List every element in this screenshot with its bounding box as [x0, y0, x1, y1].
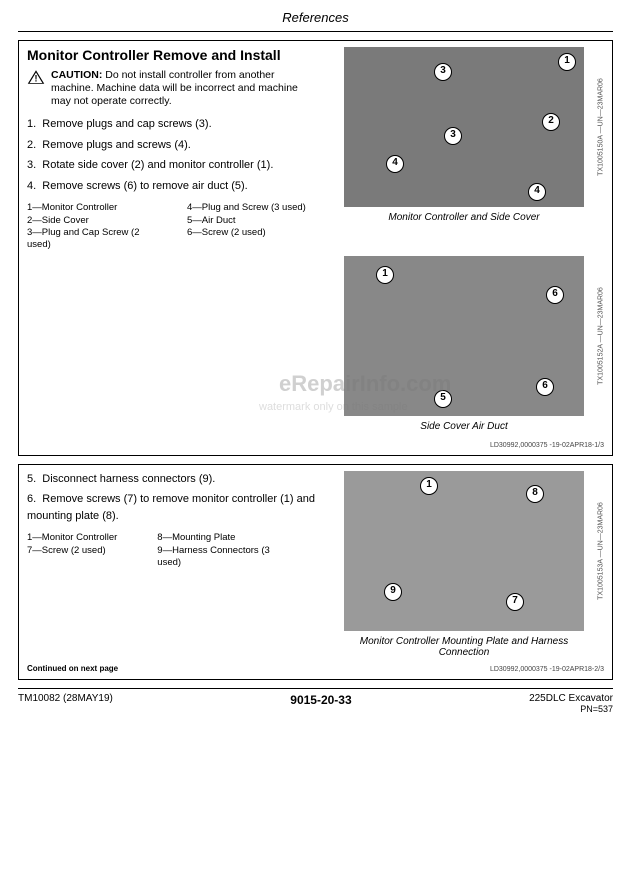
legend-item: 6—Screw (2 used): [187, 227, 306, 239]
legend-item: 7—Screw (2 used): [27, 545, 117, 557]
legend-item: 1—Monitor Controller: [27, 202, 147, 214]
callout-4a: 4: [386, 155, 404, 173]
footer-right-line2: PN=537: [529, 704, 613, 714]
footer-center: 9015-20-33: [290, 693, 351, 707]
caution-label: CAUTION:: [51, 69, 102, 81]
step-5-text: Disconnect harness connectors (9).: [42, 473, 215, 485]
step-4-text: Remove screws (6) to remove air duct (5)…: [42, 180, 247, 192]
legend-item: 4—Plug and Screw (3 used): [187, 202, 306, 214]
legend-1-col1: 1—Monitor Controller 2—Side Cover 3—Plug…: [27, 202, 147, 251]
step-6-text: Remove screws (7) to remove monitor cont…: [27, 493, 315, 522]
section-2-ref: LD30992,0000375 -19-02APR18-2/3: [490, 666, 604, 673]
step-2: 2. Remove plugs and screws (4).: [27, 137, 317, 154]
figure-1-side-label: TX1005150A —UN—23MAR06: [598, 78, 605, 176]
step-3: 3. Rotate side cover (2) and monitor con…: [27, 157, 317, 174]
legend-2-col1: 1—Monitor Controller 7—Screw (2 used): [27, 532, 117, 569]
legend-1: 1—Monitor Controller 2—Side Cover 3—Plug…: [27, 202, 327, 251]
warning-triangle-icon: !: [27, 69, 45, 85]
header-title: References: [282, 10, 348, 25]
figure-3-caption: Monitor Controller Mounting Plate and Ha…: [344, 636, 584, 658]
callout-1: 1: [558, 53, 576, 71]
footer-right-line1: 225DLC Excavator: [529, 693, 613, 704]
section-1-ref: LD30992,0000375 -19-02APR18-1/3: [27, 442, 604, 449]
callout-s2-1: 1: [420, 477, 438, 495]
figure-3: 1 7 8 9 TX1005153A —UN—23MAR06 Monitor C…: [344, 471, 604, 658]
callout-3b: 3: [444, 127, 462, 145]
section-1: 1 2 3 3 4 4 TX1005150A —UN—23MAR06 Monit…: [18, 40, 613, 456]
legend-item: 2—Side Cover: [27, 215, 147, 227]
callout-3a: 3: [434, 63, 452, 81]
steps-list-1: 1. Remove plugs and cap screws (3). 2. R…: [27, 116, 317, 194]
callout-1b: 1: [376, 266, 394, 284]
legend-2-col2: 8—Mounting Plate 9—Harness Connectors (3…: [157, 532, 277, 569]
callout-s2-9: 9: [384, 583, 402, 601]
figure-3-image: 1 7 8 9 TX1005153A —UN—23MAR06: [344, 471, 584, 631]
figure-1: 1 2 3 3 4 4 TX1005150A —UN—23MAR06 Monit…: [344, 47, 604, 223]
step-2-text: Remove plugs and screws (4).: [42, 139, 191, 151]
legend-item: 5—Air Duct: [187, 215, 306, 227]
legend-item: 3—Plug and Cap Screw (2 used): [27, 227, 147, 252]
legend-item: 8—Mounting Plate: [157, 532, 277, 544]
page: References 1 2 3 3 4 4 TX1005150A —UN—23…: [0, 0, 631, 722]
callout-4b: 4: [528, 183, 546, 201]
caution-block: ! CAUTION: Do not install controller fro…: [27, 69, 317, 108]
callout-2: 2: [542, 113, 560, 131]
figure-2-caption: Side Cover Air Duct: [344, 421, 584, 432]
legend-item: 9—Harness Connectors (3 used): [157, 545, 277, 570]
figure-1-caption: Monitor Controller and Side Cover: [344, 212, 584, 223]
figure-2: 1 5 6 6 TX1005152A —UN—23MAR06 Side Cove…: [344, 256, 604, 432]
svg-text:!: !: [35, 74, 38, 84]
callout-5: 5: [434, 390, 452, 408]
figure-2-image: 1 5 6 6 TX1005152A —UN—23MAR06: [344, 256, 584, 416]
figure-3-side-label: TX1005153A —UN—23MAR06: [598, 502, 605, 600]
section-2: 1 7 8 9 TX1005153A —UN—23MAR06 Monitor C…: [18, 464, 613, 680]
callout-6b: 6: [536, 378, 554, 396]
continued-label: Continued on next page: [27, 664, 118, 673]
step-3-text: Rotate side cover (2) and monitor contro…: [42, 159, 273, 171]
callout-s2-8: 8: [526, 485, 544, 503]
footer-left: TM10082 (28MAY19): [18, 693, 113, 704]
callout-6a: 6: [546, 286, 564, 304]
footer-right: 225DLC Excavator PN=537: [529, 693, 613, 714]
page-footer: TM10082 (28MAY19) 9015-20-33 225DLC Exca…: [18, 688, 613, 714]
legend-1-col2: 4—Plug and Screw (3 used) 5—Air Duct 6—S…: [187, 202, 306, 251]
legend-item: 1—Monitor Controller: [27, 532, 117, 544]
step-1: 1. Remove plugs and cap screws (3).: [27, 116, 317, 133]
legend-2: 1—Monitor Controller 7—Screw (2 used) 8—…: [27, 532, 327, 569]
step-6: 6. Remove screws (7) to remove monitor c…: [27, 491, 327, 524]
callout-s2-7: 7: [506, 593, 524, 611]
steps-list-2: 5. Disconnect harness connectors (9). 6.…: [27, 471, 327, 525]
step-4: 4. Remove screws (6) to remove air duct …: [27, 178, 317, 195]
step-1-text: Remove plugs and cap screws (3).: [42, 118, 211, 130]
caution-text: CAUTION: Do not install controller from …: [51, 69, 317, 108]
page-header: References: [18, 10, 613, 32]
figure-2-side-label: TX1005152A —UN—23MAR06: [598, 287, 605, 385]
step-5: 5. Disconnect harness connectors (9).: [27, 471, 327, 488]
figure-1-image: 1 2 3 3 4 4 TX1005150A —UN—23MAR06: [344, 47, 584, 207]
